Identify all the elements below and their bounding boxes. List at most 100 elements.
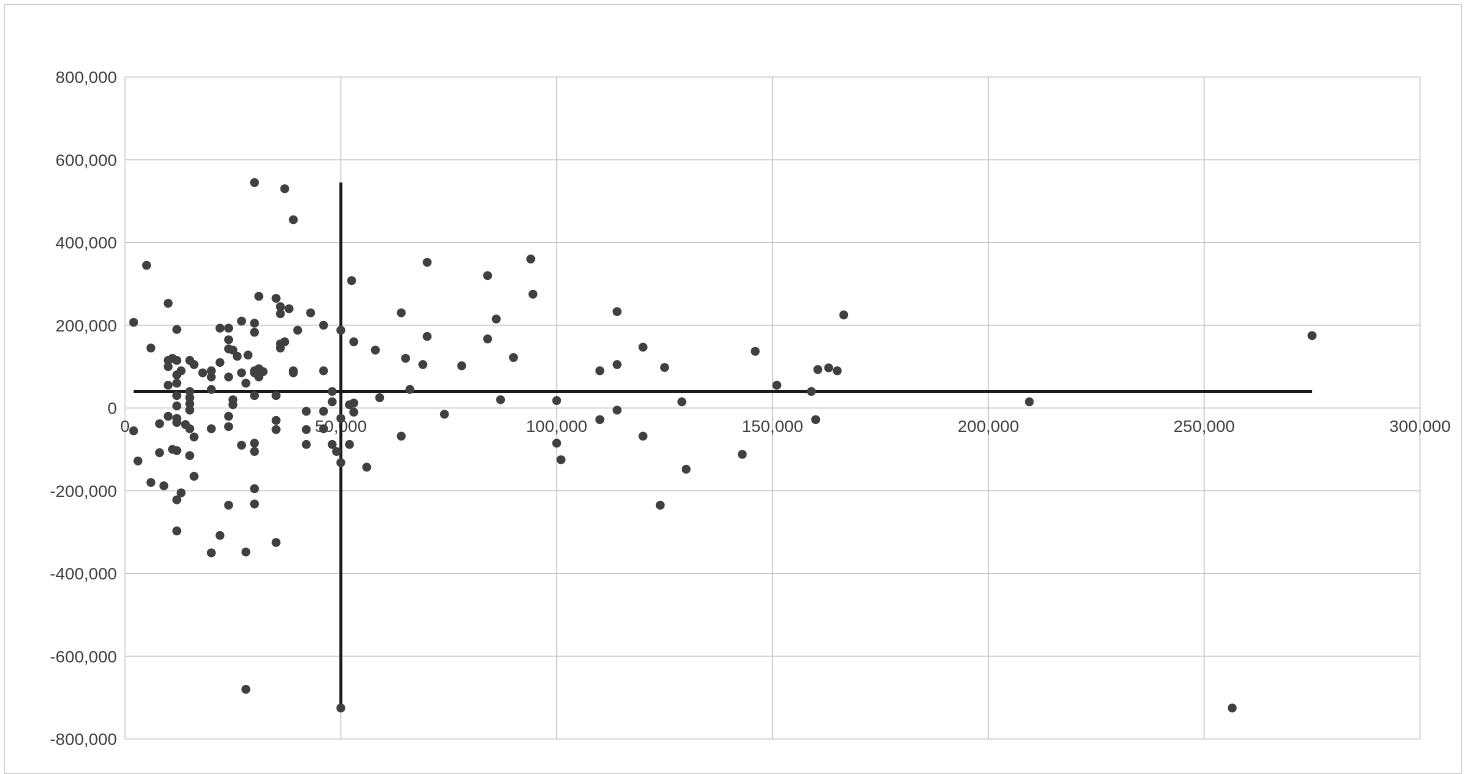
scatter-point	[319, 320, 329, 330]
y-tick-label: 600,000	[56, 151, 117, 170]
y-tick-label: 400,000	[56, 234, 117, 253]
scatter-point	[750, 346, 760, 356]
scatter-point	[224, 500, 234, 510]
scatter-point	[206, 384, 216, 394]
scatter-point	[375, 393, 385, 403]
scatter-point	[271, 537, 281, 547]
scatter-point	[142, 260, 152, 270]
scatter-point	[422, 331, 432, 341]
scatter-point	[271, 415, 281, 425]
scatter-point	[660, 362, 670, 372]
y-tick-label: -800,000	[50, 730, 117, 749]
scatter-point	[491, 314, 501, 324]
scatter-point	[275, 302, 285, 312]
gridlines	[124, 76, 1421, 740]
scatter-point	[185, 405, 195, 415]
scatter-point	[336, 703, 346, 713]
scatter-point	[319, 424, 329, 434]
scatter-point	[215, 323, 225, 333]
x-tick-label: 300,000	[1389, 417, 1450, 436]
scatter-point	[176, 488, 186, 498]
scatter-point	[159, 481, 169, 491]
scatter-point	[422, 257, 432, 267]
scatter-point	[556, 455, 566, 465]
scatter-point	[224, 323, 234, 333]
scatter-point	[206, 548, 216, 558]
scatter-point	[185, 451, 195, 461]
scatter-point	[243, 350, 253, 360]
scatter-point	[362, 462, 372, 472]
scatter-point	[224, 372, 234, 382]
scatter-point	[839, 310, 849, 320]
scatter-point	[655, 500, 665, 510]
scatter-point	[155, 448, 165, 458]
scatter-point	[319, 406, 329, 416]
scatter-point	[250, 438, 259, 448]
x-tick-label: 150,000	[742, 417, 803, 436]
scatter-point	[813, 365, 823, 375]
scatter-point	[185, 386, 195, 396]
scatter-point	[439, 409, 449, 419]
scatter-point	[241, 684, 251, 694]
scatter-point	[189, 432, 199, 442]
scatter-point	[172, 355, 182, 365]
scatter-point	[612, 405, 622, 415]
y-tick-label: 200,000	[56, 316, 117, 335]
scatter-point	[595, 366, 605, 376]
scatter-point	[163, 411, 173, 421]
scatter-point	[237, 440, 247, 450]
scatter-point	[172, 401, 182, 411]
scatter-point	[172, 446, 182, 456]
scatter-point	[129, 426, 139, 436]
scatter-point	[155, 419, 165, 429]
scatter-point	[189, 360, 199, 370]
scatter-point	[681, 464, 691, 474]
scatter-point	[163, 362, 173, 372]
tick-labels: 050,000100,000150,000200,000250,000300,0…	[50, 68, 1451, 749]
scatter-point	[528, 289, 538, 299]
scatter-point	[185, 393, 195, 403]
scatter-point	[677, 397, 687, 407]
x-tick-label: 200,000	[958, 417, 1019, 436]
scatter-point	[271, 391, 281, 401]
scatter-point	[250, 484, 259, 494]
scatter-point	[327, 386, 337, 396]
scatter-point	[146, 343, 156, 353]
x-tick-label: 100,000	[526, 417, 587, 436]
scatter-point	[163, 298, 173, 308]
scatter-point	[280, 184, 290, 194]
scatter-point	[737, 449, 747, 459]
scatter-point	[301, 406, 311, 416]
scatter-point	[1307, 331, 1317, 341]
scatter-point	[336, 413, 346, 423]
scatter-point	[612, 360, 622, 370]
scatter-point	[237, 368, 247, 378]
y-tick-label: -600,000	[50, 647, 117, 666]
x-tick-label: 0	[120, 417, 129, 436]
scatter-point	[595, 415, 605, 425]
scatter-point	[509, 353, 518, 363]
scatter-point	[206, 366, 216, 376]
scatter-point	[301, 425, 311, 435]
scatter-point	[284, 304, 294, 314]
data-points	[129, 178, 1317, 713]
x-tick-label: 250,000	[1173, 417, 1234, 436]
scatter-point	[832, 366, 842, 376]
scatter-point	[198, 368, 208, 378]
scatter-point	[457, 361, 467, 371]
scatter-point	[293, 325, 303, 335]
scatter-point	[327, 397, 337, 407]
scatter-point	[370, 345, 380, 355]
scatter-point	[336, 458, 346, 468]
scatter-point	[526, 254, 536, 264]
scatter-point	[344, 439, 354, 449]
scatter-point	[258, 367, 268, 377]
scatter-point	[163, 380, 173, 390]
scatter-point	[418, 360, 428, 370]
scatter-point	[349, 407, 359, 417]
scatter-point	[215, 530, 225, 540]
scatter-point	[306, 308, 316, 318]
scatter-point	[483, 334, 493, 344]
scatter-point	[241, 547, 251, 557]
